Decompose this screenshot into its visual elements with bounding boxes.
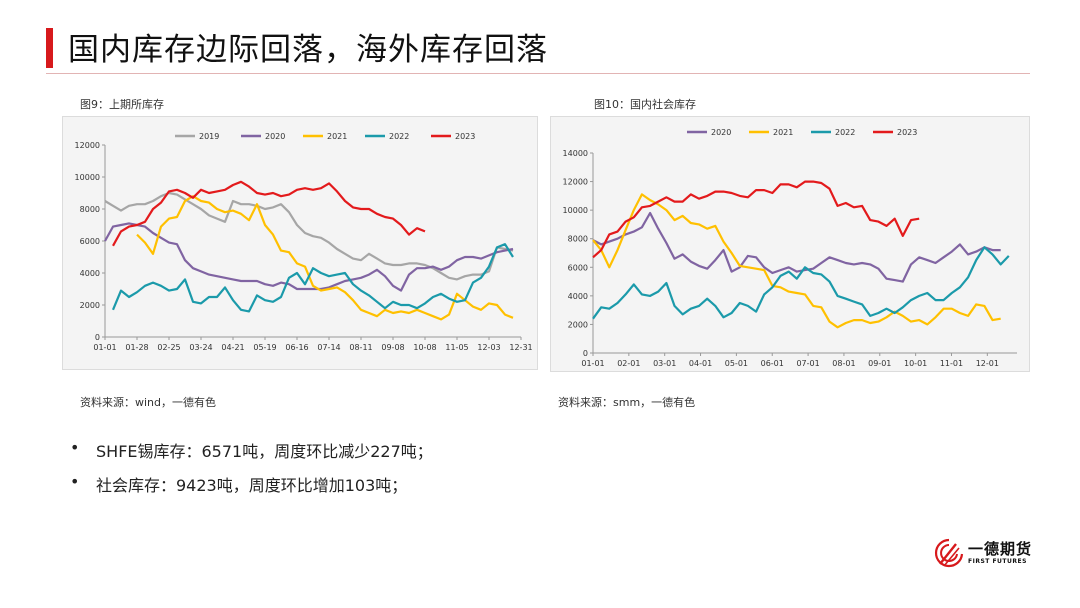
- series-line-2022: [592, 246, 1010, 320]
- y-tick-label: 6000: [80, 237, 100, 246]
- bullet-dot: •: [70, 472, 80, 491]
- legend-label-2022: 2022: [389, 132, 409, 141]
- title-divider: [46, 73, 1030, 74]
- y-tick-label: 10000: [75, 173, 100, 182]
- page-title: 国内库存边际回落，海外库存回落: [68, 32, 548, 68]
- x-tick-label: 11-05: [445, 343, 468, 352]
- y-tick-label: 10000: [563, 206, 588, 215]
- right-source-note: 资料来源：smm，一德有色: [558, 396, 696, 409]
- shfe-inventory-chart-svg: 0 2000 4000 6000 8000 10000 12000 01-01 01-28 02-…: [75, 132, 533, 352]
- x-tick-label: 08-11: [349, 343, 372, 352]
- x-tick-label: 05-01: [725, 359, 748, 368]
- x-tick-label: 06-01: [761, 359, 784, 368]
- x-tick-label: 07-14: [317, 343, 340, 352]
- y-tick-label: 12000: [75, 141, 100, 150]
- bullet-text-social: 社会库存：9423吨，周度环比增加103吨；: [96, 476, 408, 495]
- x-tick-label: 04-01: [689, 359, 712, 368]
- y-tick-label: 0: [95, 333, 100, 342]
- x-tick-label: 03-24: [189, 343, 212, 352]
- x-tick-label: 06-16: [285, 343, 308, 352]
- x-tick-label: 09-01: [868, 359, 891, 368]
- x-tick-label: 12-01: [976, 359, 999, 368]
- legend-label-2020: 2020: [265, 132, 285, 141]
- left-figure-caption: 图9：上期所库存: [80, 98, 164, 111]
- series-line-2021: [136, 195, 514, 321]
- series-line-2021: [592, 193, 1001, 329]
- y-tick-label: 0: [583, 349, 588, 358]
- series-line-2020: [592, 211, 1001, 283]
- x-tick-label: 01-28: [125, 343, 148, 352]
- series-line-2022: [111, 243, 514, 313]
- x-tick-label: 07-01: [796, 359, 819, 368]
- right-figure-caption: 图10：国内社会库存: [594, 98, 696, 111]
- y-tick-label: 8000: [80, 205, 100, 214]
- series-line-2023: [592, 180, 920, 259]
- social-inventory-chart: 0 2000 4000 6000 8000 10000 12000 14000 01-01 02-…: [550, 116, 1030, 372]
- y-tick-label: 6000: [568, 263, 588, 272]
- x-tick-label: 09-08: [381, 343, 404, 352]
- x-tick-label: 10-08: [413, 343, 436, 352]
- legend-label-2021: 2021: [773, 128, 793, 137]
- legend-label-2021: 2021: [327, 132, 347, 141]
- x-tick-label: 01-01: [581, 359, 604, 368]
- left-source-note: 资料来源：wind，一德有色: [80, 396, 217, 409]
- x-tick-label: 04-21: [221, 343, 244, 352]
- y-tick-label: 4000: [80, 269, 100, 278]
- shfe-inventory-chart: 0 2000 4000 6000 8000 10000 12000 01-01 01-28 02-…: [62, 116, 538, 370]
- title-accent-bar: [46, 28, 53, 68]
- logo-name: 一德期货: [968, 540, 1033, 558]
- x-tick-label: 10-01: [904, 359, 927, 368]
- legend-label-2022: 2022: [835, 128, 855, 137]
- legend-label-2023: 2023: [455, 132, 475, 141]
- y-tick-label: 12000: [563, 178, 588, 187]
- bullet-text-shfe: SHFE锡库存：6571吨，周度环比减少227吨；: [96, 442, 433, 461]
- series-line-2020: [104, 222, 514, 292]
- x-tick-label: 02-25: [157, 343, 180, 352]
- x-tick-label: 03-01: [653, 359, 676, 368]
- y-tick-label: 2000: [568, 320, 588, 329]
- legend-label-2020: 2020: [711, 128, 731, 137]
- x-tick-label: 12-03: [477, 343, 500, 352]
- legend-label-2019: 2019: [199, 132, 219, 141]
- company-logo: 一德期货 FIRST FUTURES: [934, 538, 1034, 570]
- y-tick-label: 14000: [563, 149, 588, 158]
- x-tick-label: 01-01: [93, 343, 116, 352]
- logo-mark-icon: [934, 538, 964, 568]
- y-tick-label: 2000: [80, 301, 100, 310]
- series-line-2019: [104, 191, 514, 281]
- social-inventory-chart-svg: 0 2000 4000 6000 8000 10000 12000 14000 01-01 02-…: [563, 128, 1017, 368]
- x-tick-label: 05-19: [253, 343, 276, 352]
- x-tick-label: 08-01: [832, 359, 855, 368]
- x-tick-label: 12-31: [509, 343, 532, 352]
- y-tick-label: 8000: [568, 235, 588, 244]
- logo-subtitle: FIRST FUTURES: [968, 558, 1027, 565]
- x-tick-label: 11-01: [940, 359, 963, 368]
- bullet-dot: •: [70, 438, 80, 457]
- legend-label-2023: 2023: [897, 128, 917, 137]
- series-line-2023: [112, 180, 426, 247]
- y-tick-label: 4000: [568, 292, 588, 301]
- x-tick-label: 02-01: [617, 359, 640, 368]
